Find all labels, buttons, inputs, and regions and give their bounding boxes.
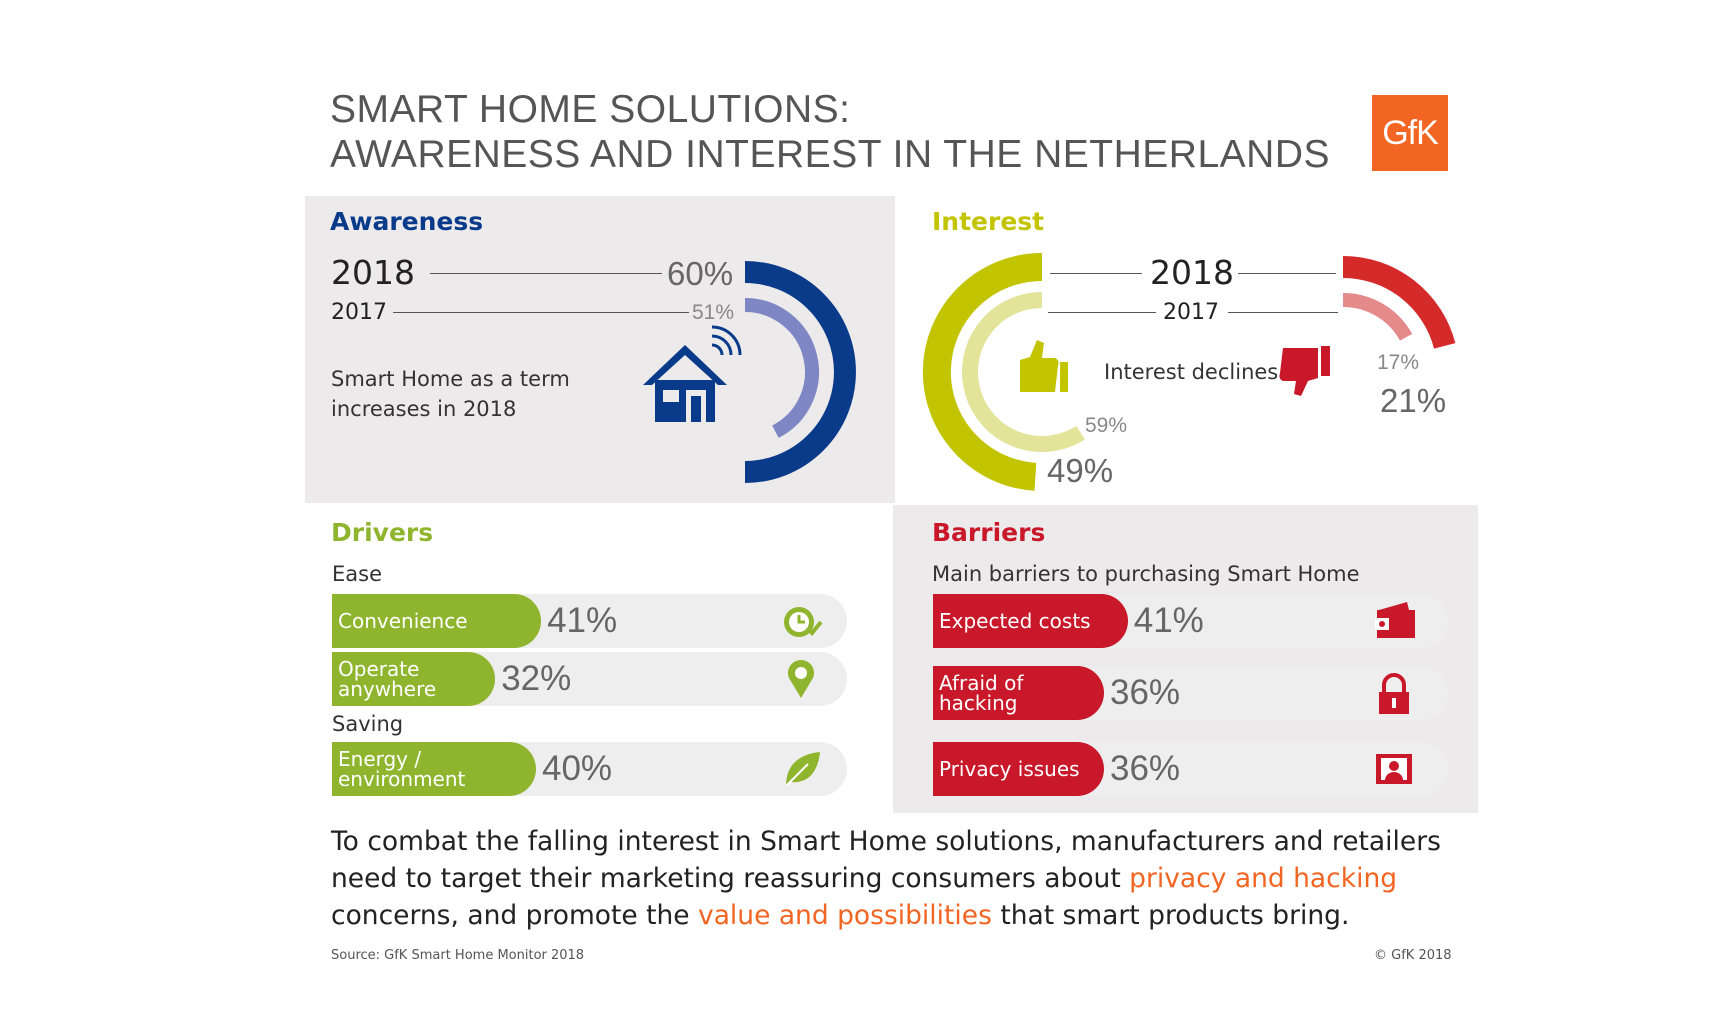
interest-negative-pct-2017: 17%	[1377, 351, 1420, 374]
drivers-group-ease: Ease	[332, 562, 382, 586]
footer-copyright: © GfK 2018	[1374, 948, 1452, 963]
awareness-arc-2017	[744, 298, 819, 438]
barrier-pct: 41%	[1133, 601, 1204, 640]
awareness-title: Awareness	[330, 207, 484, 236]
driver-bar: Operate anywhere	[332, 652, 496, 706]
summary-part-2: concerns, and promote the	[331, 900, 699, 931]
summary-part-3: that smart products bring.	[991, 900, 1350, 931]
interest-negative-arc-2018	[1342, 256, 1456, 349]
barriers-title: Barriers	[932, 518, 1046, 547]
awareness-arc-2018	[744, 261, 856, 483]
summary-text: To combat the falling interest in Smart …	[331, 823, 1461, 934]
barrier-bar: Afraid of hacking	[933, 666, 1104, 720]
driver-pct: 41%	[547, 601, 618, 640]
barrier-label: Privacy issues	[939, 757, 1080, 781]
interest-leader-2017-left	[1048, 312, 1156, 313]
interest-positive-pct-2018: 49%	[1047, 452, 1114, 489]
interest-positive-pct-2017: 59%	[1085, 414, 1128, 437]
wallet-icon	[1373, 600, 1417, 646]
awareness-pct-2017: 51%	[692, 301, 735, 324]
driver-pct: 40%	[542, 749, 613, 788]
padlock-icon	[1373, 672, 1415, 720]
leaf-icon	[780, 748, 822, 794]
footer-source: Source: GfK Smart Home Monitor 2018	[331, 948, 585, 963]
summary-highlight-value: value and possibilities	[698, 900, 992, 931]
driver-pct: 32%	[501, 659, 572, 698]
summary-part-1: To combat the falling interest in Smart …	[331, 826, 1441, 894]
location-pin-icon	[780, 658, 822, 704]
driver-label: Energy / environment	[338, 747, 466, 791]
gfk-logo: GfK	[1372, 95, 1448, 171]
interest-title: Interest	[932, 207, 1045, 236]
awareness-year-2018: 2018	[331, 253, 415, 292]
awareness-year-2017: 2017	[331, 300, 387, 325]
drivers-title: Drivers	[331, 518, 434, 547]
driver-bar: Energy / environment	[332, 742, 536, 796]
interest-year-2017: 2017	[1163, 300, 1219, 325]
thumbs-up-icon	[1020, 340, 1068, 392]
barrier-pct: 36%	[1110, 673, 1181, 712]
barrier-label: Expected costs	[939, 609, 1091, 633]
interest-positive-arc-2017	[962, 292, 1085, 452]
driver-label: Operate anywhere	[338, 657, 437, 701]
clock-check-icon	[780, 600, 823, 646]
barriers-subtitle: Main barriers to purchasing Smart Home	[932, 562, 1360, 586]
interest-negative-pct-2018: 21%	[1380, 382, 1447, 419]
profile-card-icon	[1373, 748, 1415, 794]
interest-negative-arc-2017	[1342, 293, 1413, 341]
barrier-bar: Expected costs	[933, 594, 1128, 648]
awareness-leader-2017	[393, 312, 689, 313]
interest-positive-arc-2018	[922, 253, 1043, 491]
barrier-label: Afraid of hacking	[939, 671, 1024, 715]
barrier-pct: 36%	[1110, 749, 1181, 788]
interest-leader-2017-right	[1228, 312, 1338, 313]
awareness-pct-2018: 60%	[667, 255, 734, 292]
interest-year-2018: 2018	[1150, 253, 1234, 292]
smart-home-icon	[643, 325, 742, 422]
title-line-1: SMART HOME SOLUTIONS:	[330, 88, 851, 131]
drivers-group-saving: Saving	[332, 712, 404, 736]
interest-leader-2018-right	[1238, 273, 1336, 274]
title-line-2: AWARENESS AND INTEREST IN THE NETHERLAND…	[330, 133, 1331, 176]
interest-note: Interest declines	[1104, 360, 1279, 384]
barrier-bar: Privacy issues	[933, 742, 1104, 796]
driver-bar: Convenience	[332, 594, 542, 648]
summary-highlight-privacy: privacy and hacking	[1129, 863, 1398, 894]
awareness-note: Smart Home as a term increases in 2018	[331, 367, 570, 421]
thumbs-down-icon	[1279, 346, 1330, 396]
awareness-leader-2018	[430, 273, 662, 274]
interest-leader-2018-left	[1050, 273, 1142, 274]
driver-label: Convenience	[338, 609, 468, 633]
